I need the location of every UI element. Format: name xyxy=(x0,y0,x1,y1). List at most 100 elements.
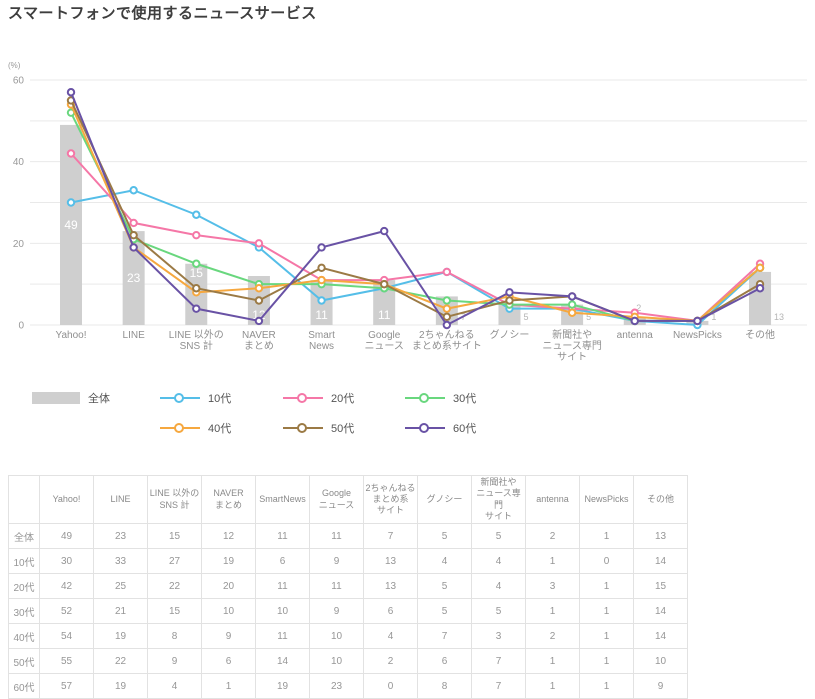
table-cell: 52 xyxy=(39,598,94,624)
data-point-60s xyxy=(129,243,138,252)
y-axis-tick-label: 40 xyxy=(13,157,25,168)
legend-label: 50代 xyxy=(331,423,355,435)
table-cell: 7 xyxy=(417,623,472,649)
table-row: 10代 30 33 27 19 6 9 13 4 4 1 0 14 xyxy=(8,548,688,574)
data-point-60s xyxy=(755,284,765,293)
data-point-40s xyxy=(317,275,326,285)
table-cell: 1 xyxy=(579,673,634,699)
table-cell: 3 xyxy=(525,573,580,599)
data-point-60s xyxy=(380,226,389,236)
legend-item-overall: 全体 xyxy=(32,388,110,408)
chart-legend: 全体 10代 20代 30代 40代 50代 60代 xyxy=(32,388,572,450)
y-axis-tick-label: 20 xyxy=(13,239,25,250)
series-line-swatch xyxy=(160,422,200,434)
overall-bar xyxy=(373,280,396,325)
table-header-row: Yahoo! LINE LINE 以外の SNS 計 NAVER まとめ SmartNe… xyxy=(8,475,688,524)
table-cell: 14 xyxy=(633,548,688,574)
table-cell: 7 xyxy=(363,523,418,549)
table-cell: 15 xyxy=(147,523,202,549)
table-cell: 4 xyxy=(147,673,202,699)
data-point-60s xyxy=(317,243,326,252)
data-point-60s xyxy=(505,288,514,297)
series-line-10s xyxy=(70,189,761,327)
table-cell: 15 xyxy=(147,598,202,624)
table-cell: 2 xyxy=(525,523,580,549)
table-cell: 2 xyxy=(525,623,580,649)
data-point-60s xyxy=(254,316,264,326)
table-cell: 19 xyxy=(93,673,148,699)
table-cell: 0 xyxy=(363,673,418,699)
overall-bar xyxy=(122,231,145,325)
x-axis-category-label: antenna xyxy=(617,330,654,341)
data-point-50s xyxy=(380,279,389,289)
table-column-header: SmartNews xyxy=(255,475,310,524)
table-cell: 12 xyxy=(201,523,256,549)
table-cell: 2 xyxy=(363,648,418,674)
table-row-header: 30代 xyxy=(8,598,40,624)
data-point-20s xyxy=(254,239,264,248)
x-axis-category-label: NewsPicks xyxy=(673,330,722,341)
data-point-10s xyxy=(129,186,138,195)
overall-bar-label: 5 xyxy=(586,312,591,322)
x-axis-category-label: Google ニュース xyxy=(364,330,404,352)
legend-label: 10代 xyxy=(208,393,232,405)
overall-bar-swatch xyxy=(32,392,80,404)
overall-bar xyxy=(60,124,82,326)
table-cell: 4 xyxy=(417,548,472,574)
table-cell: 19 xyxy=(255,673,310,699)
data-point-40s xyxy=(442,304,452,313)
table-cell: 42 xyxy=(39,573,94,599)
table-column-header: LINE xyxy=(93,475,148,524)
table-column-header: グノシー xyxy=(417,475,472,524)
data-point-50s xyxy=(192,284,201,293)
table-cell: 15 xyxy=(633,573,688,599)
legend-label: 全体 xyxy=(88,393,110,405)
series-line-swatch xyxy=(405,422,445,434)
table-cell: 9 xyxy=(633,673,688,699)
data-point-50s xyxy=(317,263,326,273)
table-cell: 25 xyxy=(93,573,148,599)
legend-label: 60代 xyxy=(453,423,477,435)
data-point-20s xyxy=(129,218,138,228)
table-cell: 6 xyxy=(255,548,310,574)
data-point-20s xyxy=(66,149,76,158)
data-point-20s xyxy=(192,230,201,240)
table-row-header: 全体 xyxy=(8,523,40,549)
series-line-20s xyxy=(70,152,761,322)
table-cell: 22 xyxy=(93,648,148,674)
table-row: 40代 54 19 8 9 11 10 4 7 3 2 1 14 xyxy=(8,623,688,649)
table-cell: 11 xyxy=(255,573,310,599)
table-cell: 54 xyxy=(39,623,94,649)
table-row-header: 60代 xyxy=(8,673,40,699)
table-cell: 20 xyxy=(201,573,256,599)
data-point-10s xyxy=(192,210,201,219)
table-cell: 27 xyxy=(147,548,202,574)
data-point-60s xyxy=(192,304,201,313)
table-cell: 14 xyxy=(633,598,688,624)
chart-title: スマートフォンで使用するニュースサービス xyxy=(8,5,317,22)
table-row-header: 20代 xyxy=(8,573,40,599)
table-cell: 11 xyxy=(255,623,310,649)
table-cell: 9 xyxy=(309,598,364,624)
table-cell: 6 xyxy=(417,648,472,674)
table-cell: 1 xyxy=(525,673,580,699)
table-cell: 57 xyxy=(39,673,94,699)
table-cell: 10 xyxy=(255,598,310,624)
table-cell: 10 xyxy=(201,598,256,624)
legend-item-20s: 20代 xyxy=(283,388,354,408)
data-point-10s xyxy=(317,296,326,305)
table-row-header: 10代 xyxy=(8,548,40,574)
table-cell: 11 xyxy=(309,573,364,599)
overall-bar-label: 13 xyxy=(774,312,784,322)
data-point-60s xyxy=(693,316,702,326)
legend-label: 20代 xyxy=(331,393,355,405)
data-point-30s xyxy=(192,259,201,268)
x-axis-category-label: LINE xyxy=(123,330,146,341)
table-cell: 1 xyxy=(579,573,634,599)
table-cell: 4 xyxy=(363,623,418,649)
series-line-30s xyxy=(70,112,761,322)
table-row: 全体 49 23 15 12 11 11 7 5 5 2 1 13 xyxy=(8,523,688,549)
table-cell: 33 xyxy=(93,548,148,574)
table-row-header: 50代 xyxy=(8,648,40,674)
legend-item-10s: 10代 xyxy=(160,388,231,408)
